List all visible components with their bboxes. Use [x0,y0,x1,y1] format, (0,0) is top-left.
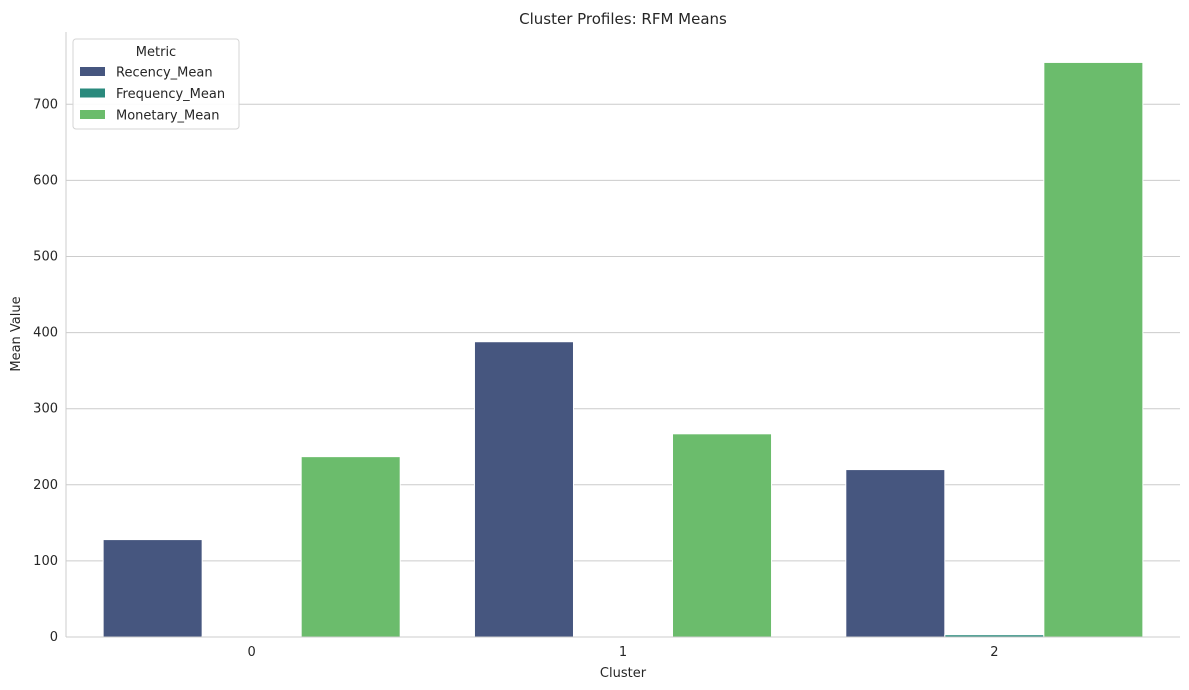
legend-label: Frequency_Mean [116,87,225,102]
y-tick-labels: 0 100 200 300 400 500 600 700 [33,97,58,645]
legend-swatch [80,110,105,119]
y-tick-label: 100 [33,554,58,569]
x-tick-label: 0 [248,645,256,660]
y-tick-label: 0 [50,630,58,645]
y-tick-label: 200 [33,478,58,493]
legend-items: Recency_Mean Frequency_Mean Monetary_Mean [80,66,225,124]
y-tick-label: 700 [33,97,58,112]
bars [102,61,1144,638]
x-axis-label: Cluster [600,666,647,681]
legend-label: Recency_Mean [116,66,213,81]
grid [66,103,1180,562]
y-tick-label: 500 [33,249,58,264]
legend-frame [72,38,240,130]
legend-title: Metric [136,45,176,60]
legend-swatch [80,88,105,98]
bar-monetary-mean-cluster-0 [300,456,401,638]
bar-recency-mean-cluster-2 [845,469,946,638]
x-tick-labels: 0 1 2 [248,645,999,660]
legend-swatch [80,67,105,76]
x-tick-label: 1 [619,645,627,660]
bar-recency-mean-cluster-1 [473,341,574,638]
chart-title: Cluster Profiles: RFM Means [519,10,727,28]
bar-monetary-mean-cluster-2 [1043,61,1144,638]
legend-label: Monetary_Mean [116,109,219,124]
y-axis-label: Mean Value [9,296,24,371]
legend: Metric Recency_Mean Frequency_Mean Monetar… [72,38,240,130]
bar-recency-mean-cluster-0 [102,539,203,638]
x-tick-label: 2 [990,645,998,660]
axes [65,32,1180,638]
y-tick-label: 600 [33,173,58,188]
y-tick-label: 300 [33,402,58,417]
y-tick-label: 400 [33,326,58,341]
bar-monetary-mean-cluster-1 [672,433,773,638]
